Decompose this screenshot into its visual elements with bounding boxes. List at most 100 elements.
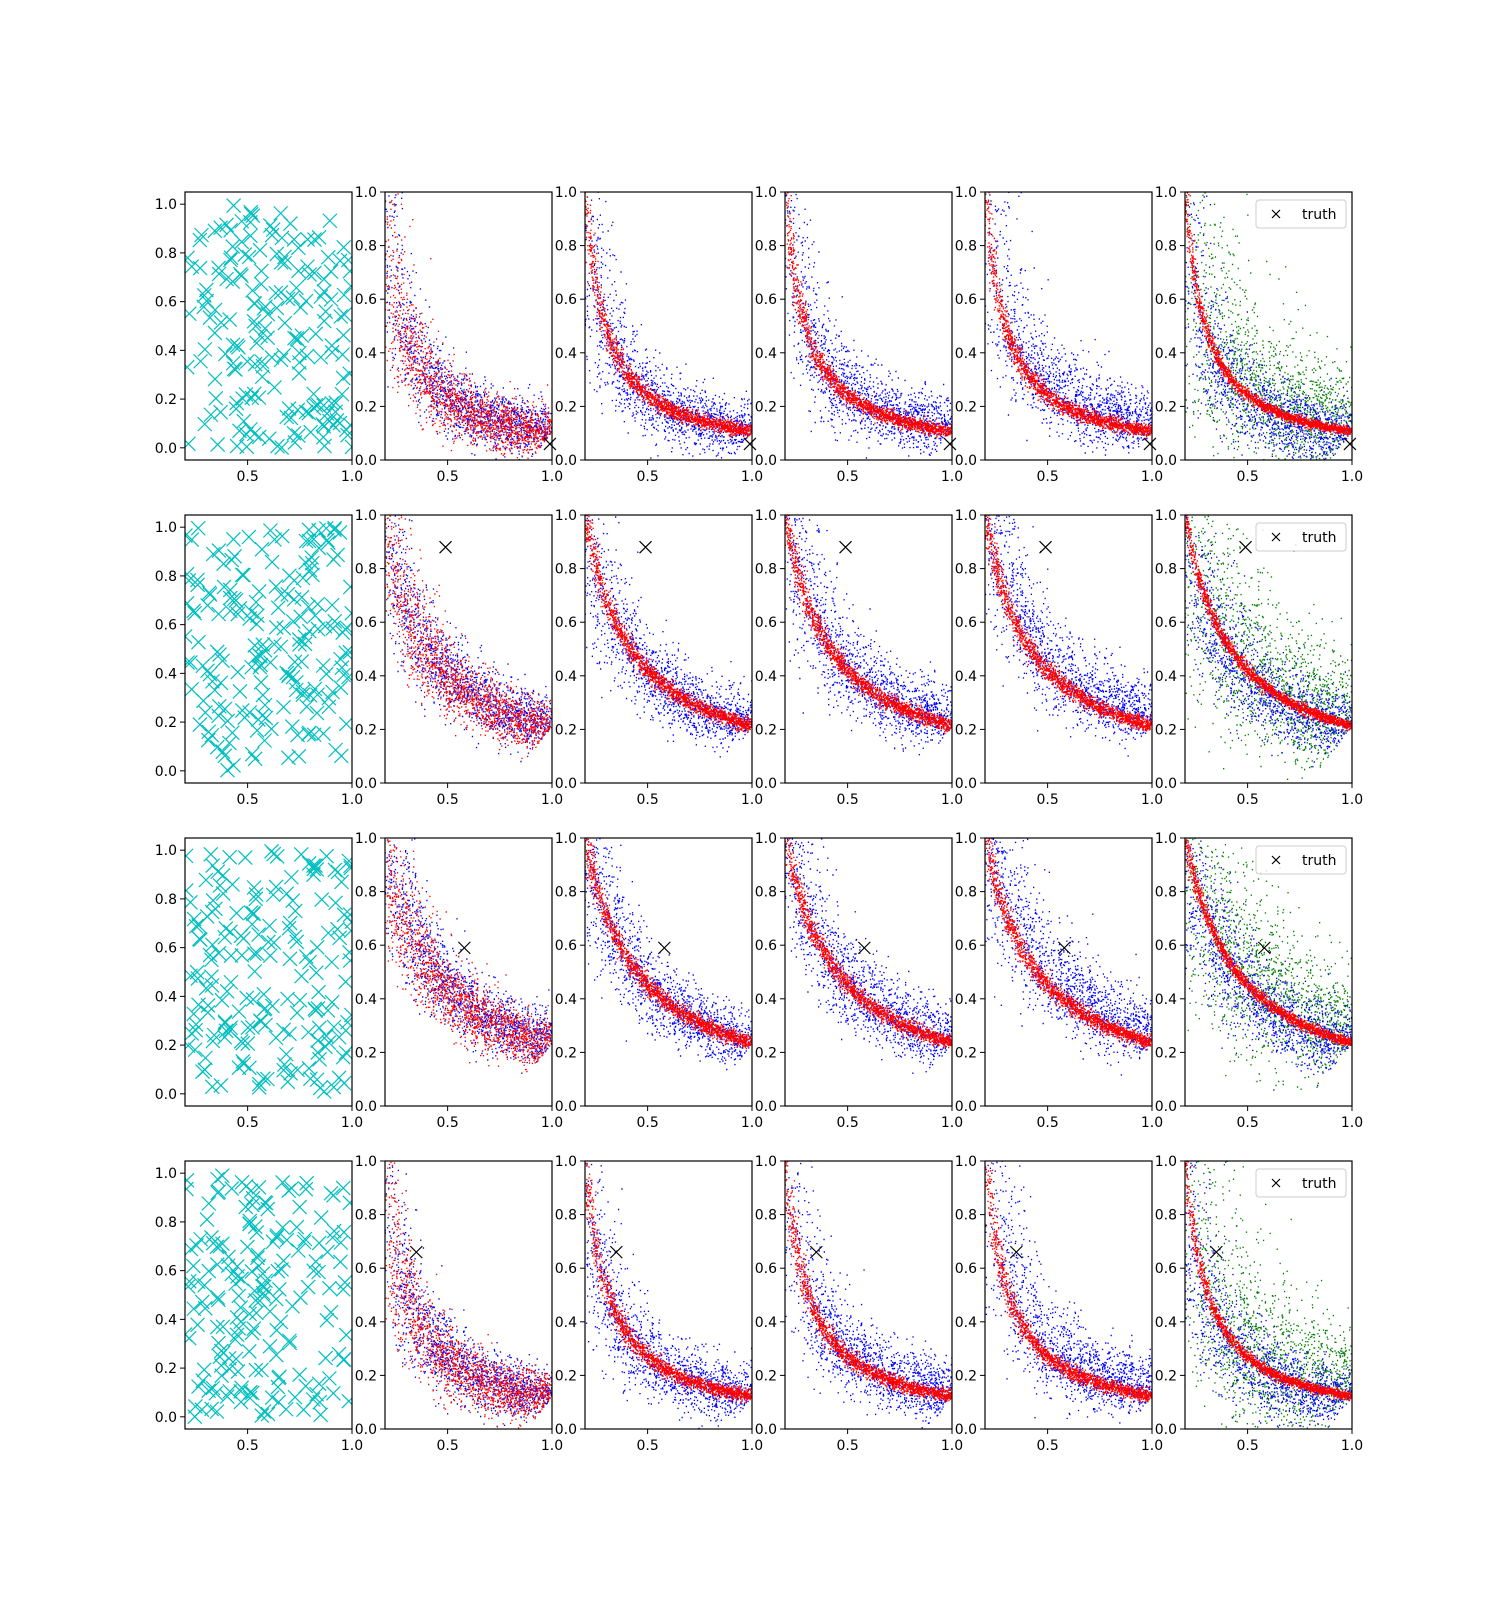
sample-marker [198, 1050, 213, 1066]
y-tick-label: 0.8 [1155, 239, 1177, 255]
y-tick-label: 0.8 [955, 239, 977, 255]
x-tick-label: 1.0 [341, 1115, 363, 1131]
sample-marker [242, 1213, 258, 1229]
sample-marker [318, 304, 334, 319]
x-tick-label: 0.5 [636, 469, 658, 485]
x-tick-label: 0.5 [836, 1438, 858, 1454]
sample-marker [250, 1250, 265, 1266]
sample-marker [202, 947, 218, 963]
sample-marker [244, 1197, 260, 1213]
sample-marker [217, 1014, 233, 1030]
posterior-points [585, 838, 752, 1071]
sample-marker [231, 1004, 247, 1020]
posterior-points [1185, 839, 1352, 1047]
sample-marker [201, 724, 217, 740]
sample-marker [251, 584, 267, 599]
sample-marker [279, 1232, 295, 1248]
sample-marker [306, 858, 321, 874]
sample-marker [281, 1183, 297, 1199]
sample-marker [268, 619, 284, 635]
posterior-points [1185, 515, 1352, 780]
x-tick-label: 0.5 [1236, 1115, 1258, 1131]
sample-marker [273, 1314, 289, 1330]
panel-r2-c1: 0.5 1.0 0.0 0.2 0.4 0.6 0.8 1.0 [155, 514, 363, 808]
truth-marker [1143, 437, 1157, 451]
legend-box [1255, 522, 1347, 552]
plot-area [1185, 515, 1352, 780]
sample-marker [264, 1390, 280, 1406]
legend-box [1255, 1168, 1347, 1198]
plot-area [585, 515, 752, 758]
y-tick-label: 0.0 [955, 453, 977, 469]
sample-marker [206, 1027, 222, 1043]
y-tick-label: 0.8 [555, 239, 577, 255]
sample-marker [185, 573, 197, 588]
sample-marker [332, 415, 348, 431]
sample-marker [244, 1325, 260, 1341]
sample-marker [338, 974, 352, 990]
x-tick-label: 0.5 [1236, 469, 1258, 485]
posterior-points [585, 1161, 752, 1404]
sample-marker [333, 651, 349, 667]
sample-marker [311, 540, 327, 556]
sample-marker [287, 330, 302, 346]
sample-marker [222, 1361, 238, 1377]
sample-marker [274, 528, 290, 544]
sample-marker [239, 439, 255, 455]
sample-marker [292, 1199, 308, 1215]
x-tick-label: 0.5 [436, 469, 458, 485]
y-tick-label: 1.0 [955, 185, 977, 201]
sample-marker [253, 1013, 269, 1029]
y-tick-label: 0.8 [955, 1208, 977, 1224]
sample-marker [271, 1394, 287, 1410]
sample-marker [265, 998, 280, 1014]
y-tick-label: 0.4 [955, 1315, 977, 1331]
y-tick-label: 0.4 [355, 669, 377, 685]
y-tick-label: 0.6 [155, 295, 177, 311]
sample-marker [343, 860, 352, 876]
sample-marker [323, 1304, 339, 1320]
y-tick-label: 0.0 [755, 1422, 777, 1438]
sample-marker [213, 315, 229, 330]
sample-marker [303, 424, 319, 440]
sample-marker [290, 1243, 306, 1258]
posterior-points [985, 515, 1152, 732]
sample-marker [193, 353, 208, 369]
sample-marker [290, 332, 306, 348]
panel-r1-c2: 0.5 1.0 0.0 0.2 0.4 0.6 0.8 1.0 [355, 185, 563, 485]
sample-marker [236, 931, 251, 946]
plot-area [185, 1168, 352, 1425]
sample-marker [343, 858, 352, 874]
sample-marker [211, 698, 227, 714]
y-tick-label: 0.8 [355, 1208, 377, 1224]
sample-marker [208, 901, 223, 917]
sample-marker [335, 370, 351, 386]
sample-marker [185, 1258, 201, 1274]
sample-marker [234, 947, 250, 963]
x-tick-label: 0.5 [636, 1115, 658, 1131]
truth-marker [809, 1245, 823, 1259]
posterior-points [785, 1161, 952, 1402]
sample-marker [224, 725, 240, 741]
sample-marker [207, 302, 223, 318]
sample-marker [209, 1257, 225, 1272]
sample-marker [254, 541, 270, 557]
y-tick-label: 0.2 [1155, 1045, 1177, 1061]
legend-truth-icon [1271, 855, 1281, 865]
sample-marker [185, 595, 195, 611]
sample-marker [316, 726, 331, 741]
x-tick-label: 1.0 [1141, 1115, 1163, 1131]
sample-marker [200, 1005, 216, 1020]
x-tick-label: 1.0 [541, 1438, 563, 1454]
plot-area [1185, 192, 1352, 460]
sample-marker [258, 710, 274, 726]
sample-marker [310, 1045, 326, 1060]
sample-marker [300, 599, 316, 615]
sample-marker [217, 346, 233, 362]
sample-marker [252, 242, 268, 258]
sample-marker [273, 254, 289, 270]
sample-marker [330, 921, 345, 937]
sample-marker [311, 229, 327, 245]
sample-marker [200, 998, 216, 1013]
y-tick-label: 0.4 [755, 346, 777, 362]
